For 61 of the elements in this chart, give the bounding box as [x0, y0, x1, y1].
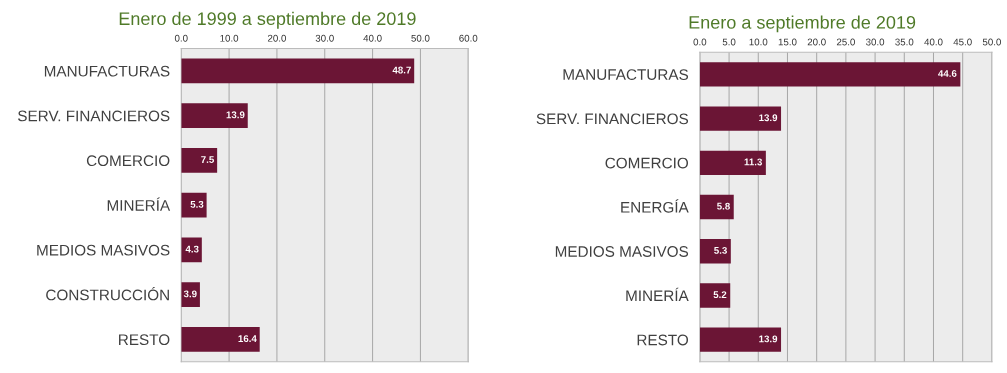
y-tick-label: COMERCIO: [86, 155, 170, 167]
x-tick-label: 35.0: [895, 38, 914, 46]
y-tick-label: MINERÍA: [626, 287, 689, 302]
data-label: 13.9: [226, 111, 245, 119]
y-tick-label: MEDIOS MASIVOS: [37, 244, 170, 256]
x-tick-label: 10.0: [220, 34, 239, 42]
y-tick-label: MANUFACTURAS: [44, 65, 170, 77]
x-tick-label: 20.0: [267, 34, 287, 42]
x-tick-label: 0.0: [693, 38, 707, 46]
y-tick-label: COMERCIO: [605, 157, 689, 169]
x-tick-label: 30.0: [315, 34, 334, 42]
bar: [181, 58, 415, 84]
data-label: 5.2: [713, 291, 727, 299]
bar: [181, 192, 207, 218]
x-tick-label: 45.0: [953, 38, 972, 46]
data-label: 5.3: [714, 246, 727, 254]
y-tick-label: RESTO: [119, 334, 170, 346]
data-label: 13.9: [759, 114, 778, 122]
data-label: 44.6: [938, 70, 957, 77]
x-tick-label: 10.0: [749, 38, 768, 46]
x-tick-label: 20.0: [807, 38, 826, 46]
x-tick-label: 60.0: [459, 34, 478, 42]
y-tick-label: RESTO: [637, 334, 689, 346]
chart-title: Enero de 1999 a septiembre de 2019: [119, 11, 416, 29]
y-tick-label: ENERGÍA: [621, 199, 689, 213]
bar: [181, 282, 200, 307]
x-tick-label: 50.0: [982, 38, 1001, 46]
x-tick-label: 40.0: [924, 38, 943, 46]
data-label: 7.5: [201, 156, 214, 163]
data-label: 13.9: [759, 335, 778, 343]
data-label: 11.3: [744, 158, 763, 166]
x-tick-label: 30.0: [865, 38, 885, 46]
bar: [181, 327, 260, 352]
bar: [699, 327, 782, 352]
x-tick-label: 25.0: [836, 38, 855, 46]
y-tick-label: MINERÍA: [107, 197, 171, 211]
bar: [699, 194, 734, 220]
bar: [699, 283, 731, 308]
bar: [181, 148, 218, 173]
y-tick-label: CONSTRUCCIÓN: [46, 286, 169, 301]
x-tick-label: 0.0: [174, 34, 188, 42]
data-label: 5.8: [717, 202, 730, 210]
bar: [181, 103, 248, 128]
y-tick-label: SERV. FINANCIEROS: [536, 113, 689, 125]
bar: [699, 150, 766, 175]
y-tick-label: MEDIOS MASIVOS: [555, 246, 689, 257]
data-label: 48.7: [392, 66, 411, 74]
x-tick-label: 5.0: [722, 38, 736, 46]
x-tick-label: 50.0: [411, 34, 430, 42]
data-label: 5.3: [190, 200, 204, 208]
bar: [699, 62, 961, 87]
x-tick-label: 15.0: [778, 38, 797, 46]
data-label: 16.4: [238, 335, 257, 343]
bar: [699, 239, 731, 264]
data-label: 3.9: [183, 290, 197, 298]
x-tick-label: 40.0: [363, 34, 382, 42]
data-label: 4.3: [185, 245, 199, 253]
y-tick-label: MANUFACTURAS: [563, 69, 689, 81]
y-tick-label: SERV. FINANCIEROS: [18, 110, 170, 122]
chart-title: Enero a septiembre de 2019: [689, 15, 916, 33]
bar: [699, 106, 782, 131]
